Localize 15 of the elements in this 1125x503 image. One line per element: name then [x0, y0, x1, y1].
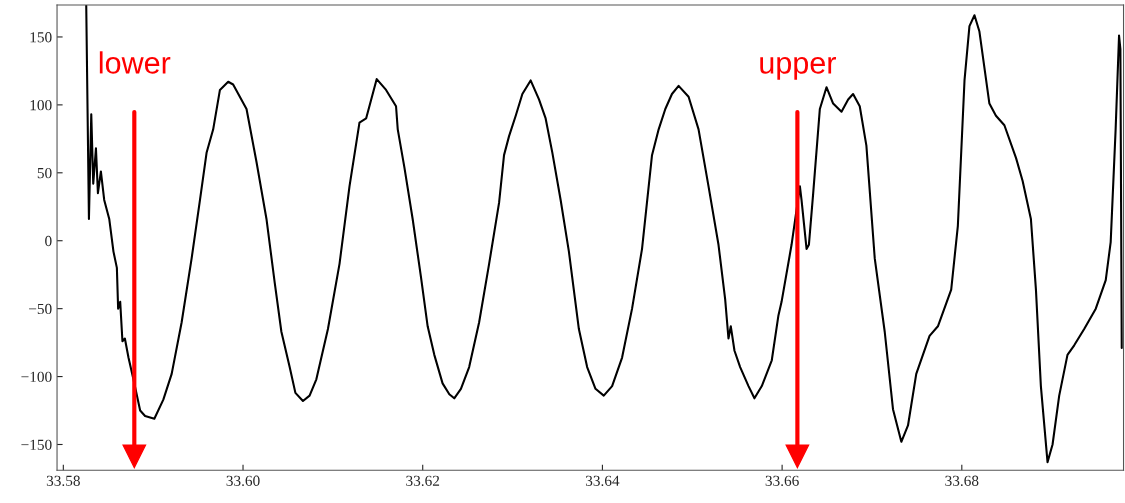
- ref-line-label: upper: [760, 56, 836, 80]
- x-tick-label: 33.68: [945, 475, 979, 486]
- ref-line-label: lower: [99, 51, 171, 74]
- x-tick-label: 33.66: [765, 475, 799, 486]
- y-tick-label: −50: [29, 303, 52, 315]
- x-tick-label: 33.60: [226, 475, 260, 486]
- y-tick-label: −150: [21, 439, 52, 450]
- y-tick-label: −100: [21, 371, 52, 383]
- y-tick-label: 0: [45, 235, 52, 247]
- y-tick-label: 150: [30, 32, 52, 43]
- x-tick-label: 33.64: [585, 475, 620, 486]
- y-tick-label: 50: [37, 167, 52, 179]
- x-tick-label: 33.62: [406, 475, 440, 486]
- y-tick-label: 100: [30, 100, 52, 111]
- x-tick-label: 33.58: [46, 475, 80, 486]
